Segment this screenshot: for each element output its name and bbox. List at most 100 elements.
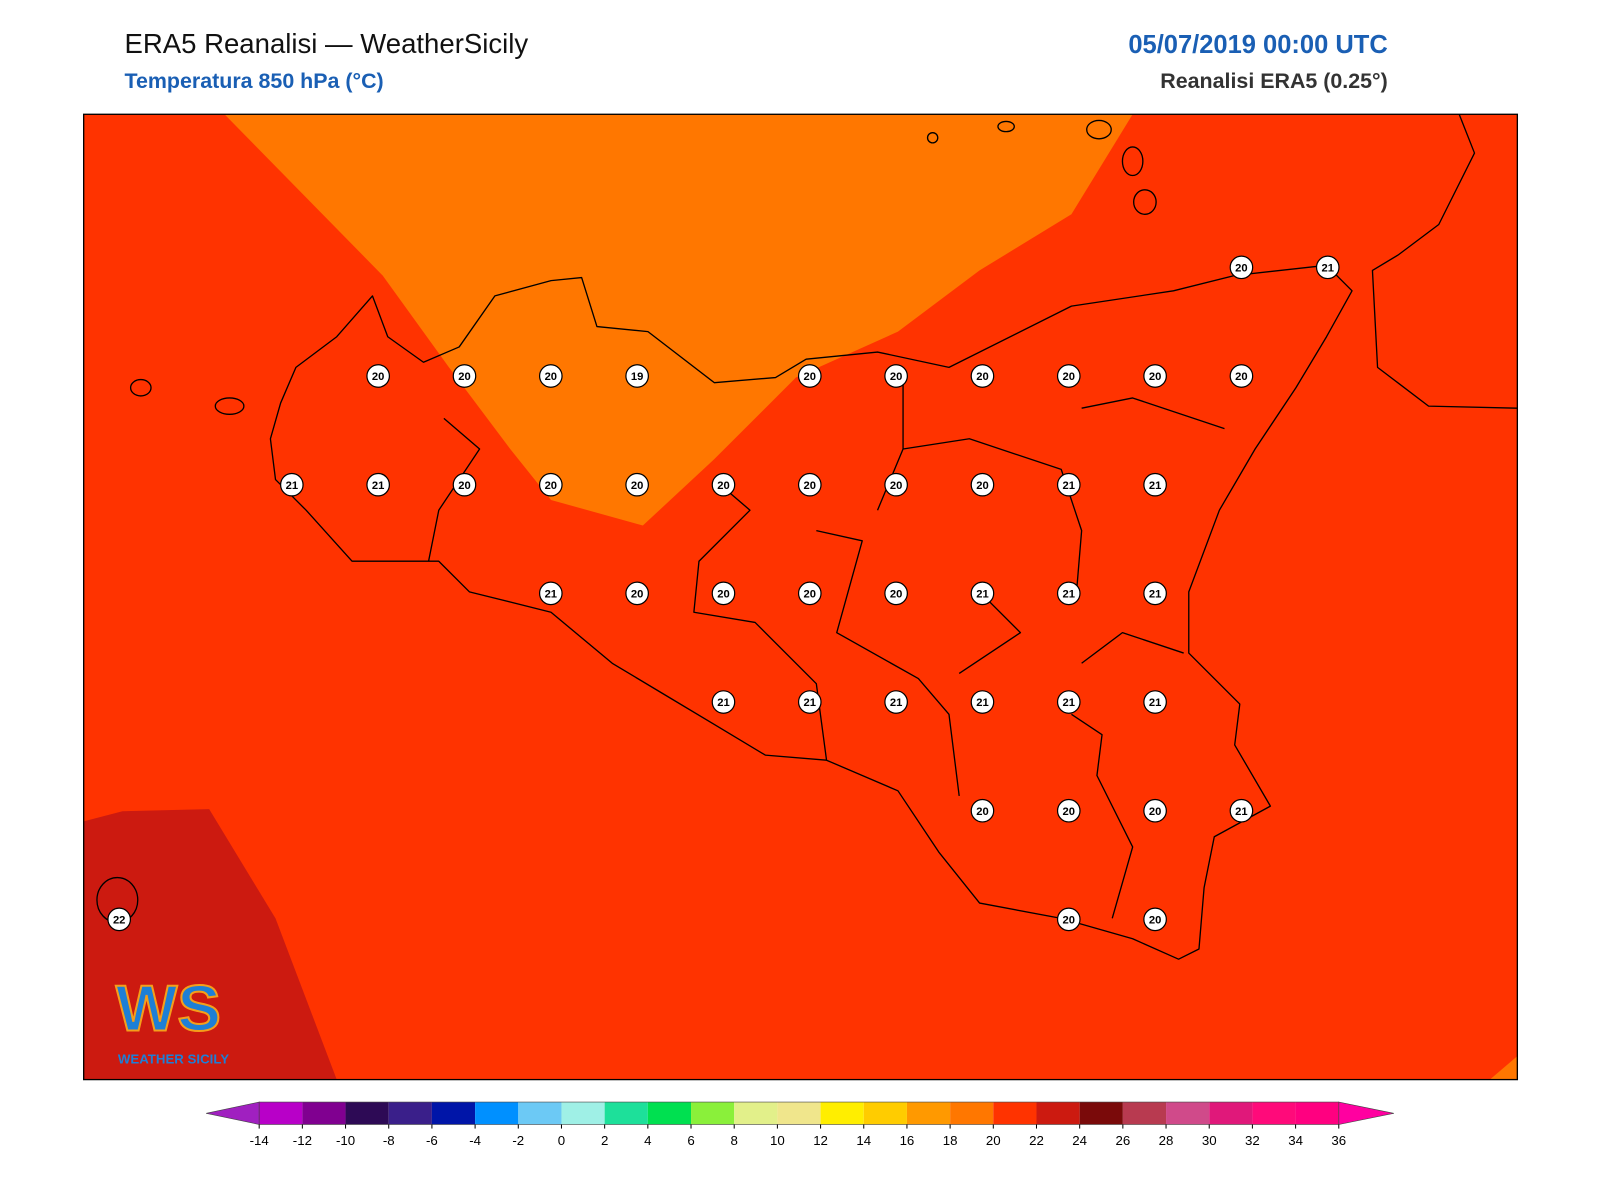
island: [214, 397, 245, 415]
station-value: 20: [1063, 914, 1075, 926]
station-marker: [1143, 690, 1167, 714]
colorbar-tick-label: 36: [1331, 1133, 1346, 1148]
logo-text: WEATHER SICILY: [118, 1051, 229, 1066]
station-value: 21: [1063, 588, 1075, 600]
station-marker: [538, 581, 563, 606]
colorbar-tick-label: 2: [601, 1133, 608, 1148]
station-value: 20: [1235, 371, 1247, 383]
station-value: 20: [804, 588, 816, 600]
station-value: 21: [976, 588, 988, 600]
station-value: 21: [545, 588, 557, 600]
station-value: 20: [631, 480, 643, 492]
colorbar-segment: [388, 1102, 432, 1125]
colorbar-segment: [777, 1102, 821, 1125]
colorbar-segment: [863, 1102, 907, 1125]
colorbar-tick-label: 28: [1159, 1133, 1174, 1148]
colorbar-segment: [950, 1102, 994, 1125]
colorbar-over: [1338, 1101, 1394, 1125]
station-value: 21: [1149, 588, 1161, 600]
colorbar-segment: [647, 1102, 692, 1125]
map-area: 20 21 20 20 20 19 20 20 20 20 20 20 21 21 20 20 20 20 20 20…: [83, 114, 1518, 1080]
station-value: 20: [1235, 262, 1247, 274]
colorbar-segment: [345, 1102, 389, 1125]
colorbar-tick-label: 22: [1029, 1133, 1044, 1148]
colorbar-segment: [518, 1102, 562, 1125]
subtitle: Temperatura 850 hPa (°C): [124, 69, 383, 93]
station-value: 20: [804, 371, 816, 383]
station-marker: [884, 364, 908, 388]
station-marker: [797, 472, 822, 497]
colorbar-tick-label: -4: [469, 1133, 481, 1148]
island: [129, 378, 152, 397]
colorbar-segment: [475, 1102, 519, 1125]
station-marker: [970, 798, 995, 823]
colorbar-tick-label: 24: [1072, 1133, 1087, 1148]
station-value: 22: [113, 914, 125, 926]
station-marker: [1056, 364, 1081, 388]
coastline: [1371, 114, 1518, 409]
station-value: 20: [458, 480, 470, 492]
station-marker: [280, 472, 304, 497]
colorbar-segment: [1122, 1102, 1167, 1125]
island: [926, 131, 939, 144]
station-value: 20: [372, 371, 384, 383]
station-marker: [711, 690, 736, 714]
contour-fill: [224, 114, 1133, 526]
map-frame: [83, 113, 1519, 1081]
colorbar-tick-label: 0: [558, 1133, 565, 1148]
colorbar-tick-label: -10: [336, 1133, 355, 1148]
colorbar-segment: [1295, 1102, 1339, 1125]
island: [1133, 189, 1157, 215]
colorbar: -14 -12 -10 -8 -6 -4 -2 0 2 4 6 8 10 12 14 16 18 20 22 24 26…: [206, 1101, 1394, 1148]
coastline: [269, 264, 1353, 960]
colorbar-tick-label: -8: [383, 1133, 395, 1148]
station-value: 19: [631, 371, 643, 383]
station-marker: [797, 581, 822, 606]
colorbar-tick-label: 18: [943, 1133, 958, 1148]
station-value: 20: [1063, 371, 1075, 383]
station-value: 21: [286, 480, 298, 492]
colorbar-tick-label: 6: [687, 1133, 694, 1148]
station-marker: [452, 364, 477, 388]
station-marker: [538, 472, 563, 497]
station-value: 20: [1149, 806, 1161, 818]
station-value: 21: [1149, 697, 1161, 709]
station-value: 20: [1149, 371, 1161, 383]
station-marker: [1229, 798, 1254, 823]
colorbar-segment: [604, 1102, 648, 1125]
stations: 20 21 20 20 20 19 20 20 20 20 20 20 21 21 20 20 20 20 20 20…: [107, 255, 1340, 932]
colorbar-segment: [1036, 1102, 1080, 1125]
station-marker: [1056, 798, 1081, 823]
colorbar-tick-label: 12: [813, 1133, 828, 1148]
station-marker: [538, 364, 563, 388]
colorbar-segment: [259, 1102, 303, 1125]
station-marker: [625, 472, 649, 497]
colorbar-segment: [820, 1102, 864, 1125]
station-value: 20: [545, 371, 557, 383]
station-value: 21: [1235, 806, 1247, 818]
station-value: 20: [631, 588, 643, 600]
station-marker: [884, 690, 908, 714]
colorbar-segment: [1252, 1102, 1296, 1125]
station-value: 21: [890, 697, 902, 709]
colorbar-segment: [302, 1102, 346, 1125]
station-marker: [884, 581, 908, 606]
station-marker: [366, 364, 391, 388]
station-marker: [711, 581, 736, 606]
contour-fill: [83, 809, 337, 1080]
station-marker: [970, 364, 995, 388]
colorbar-tick-label: 32: [1245, 1133, 1260, 1148]
station-marker: [366, 472, 391, 497]
colorbar-under: [206, 1101, 260, 1125]
station-value: 20: [545, 480, 557, 492]
colorbar-segment: [691, 1102, 735, 1125]
station-marker: [1143, 798, 1167, 823]
colorbar-tick-label: 30: [1202, 1133, 1217, 1148]
station-marker: [797, 690, 822, 714]
station-value: 21: [804, 697, 816, 709]
station-value: 21: [1063, 480, 1075, 492]
station-marker: [1056, 472, 1081, 497]
station-marker: [970, 472, 995, 497]
source: Reanalisi ERA5 (0.25°): [1160, 69, 1387, 93]
